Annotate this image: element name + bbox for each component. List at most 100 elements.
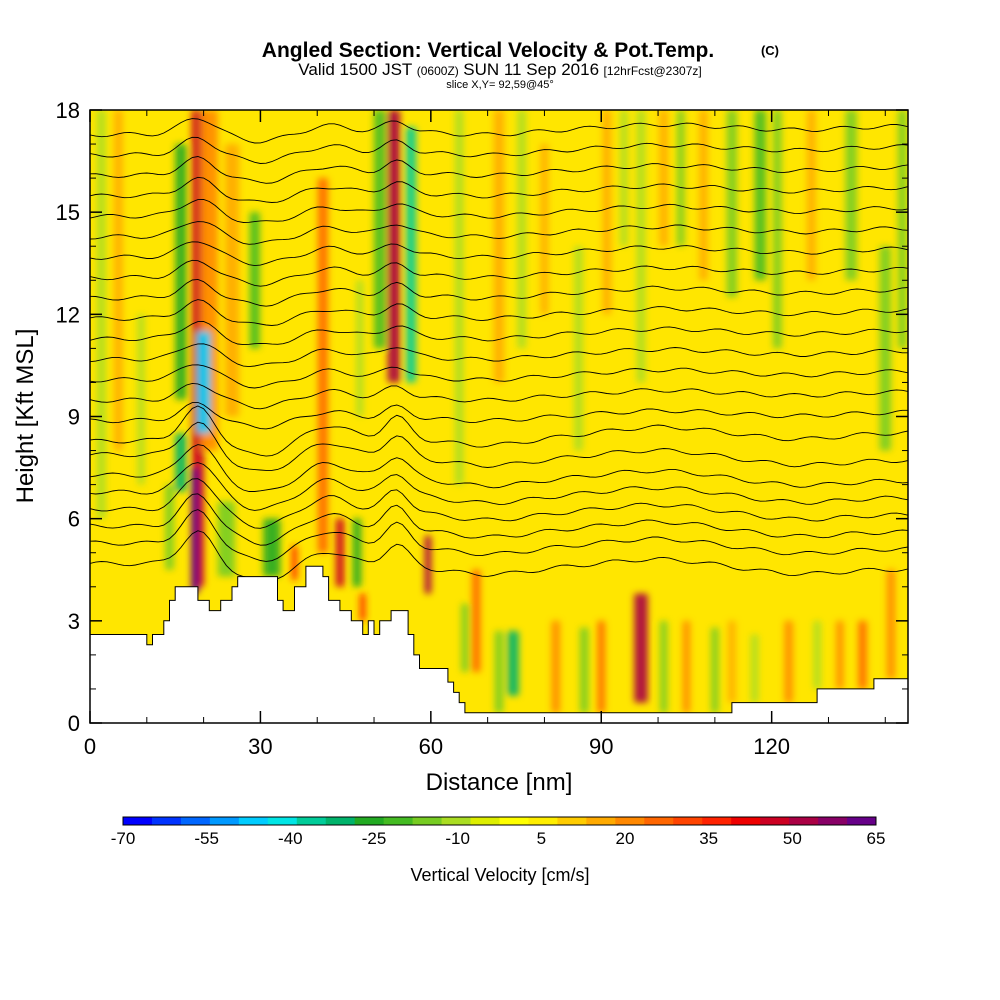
velocity-cell: [660, 620, 668, 713]
velocity-cell: [845, 110, 857, 281]
colorbar-swatch: [296, 817, 327, 825]
colorbar-swatch: [123, 817, 153, 825]
velocity-cell: [356, 280, 364, 417]
colorbar-swatch: [586, 817, 616, 825]
colorbar-swatch: [673, 817, 703, 825]
axis-ticks: 0 30 60 90 120 0 3 6 9 12 15 18: [56, 98, 908, 759]
velocity-cell: [291, 545, 298, 580]
velocity-cell: [634, 593, 648, 703]
isentrope-line: [90, 278, 908, 307]
velocity-cell: [224, 144, 240, 417]
colorbar: -70 -55 -40 -25 -10 5 20 35 50 65: [111, 816, 886, 848]
isentrope-line: [90, 401, 908, 430]
velocity-cell: [359, 593, 366, 621]
colorbar-swatch: [499, 817, 529, 825]
velocity-cell: [517, 110, 526, 349]
velocity-cell: [711, 627, 719, 713]
y-tick-label: 0: [68, 711, 80, 736]
velocity-cell: [659, 110, 668, 247]
colorbar-tick-label: 20: [616, 829, 635, 848]
isentrope-line: [90, 176, 908, 203]
colorbar-swatch: [557, 817, 587, 825]
velocity-cell: [754, 110, 766, 281]
slice-label: slice X,Y= 92,59@45°: [446, 79, 554, 91]
y-tick-label: 18: [56, 98, 80, 123]
isentrope-line: [90, 405, 908, 457]
isentrope-line: [90, 364, 908, 389]
colorbar-tick-label: -10: [445, 829, 470, 848]
velocity-cell: [335, 518, 345, 587]
velocity-cell: [699, 110, 708, 281]
velocity-cell: [507, 631, 519, 696]
velocity-cell: [784, 620, 793, 703]
colorbar-tick-label: -25: [362, 829, 387, 848]
velocity-cell: [317, 178, 329, 553]
velocity-cell: [574, 246, 583, 451]
velocity-cell: [249, 212, 260, 349]
isentrope-line: [90, 259, 908, 287]
velocity-cell: [352, 518, 362, 587]
colorbar-swatch: [702, 817, 732, 825]
y-tick-label: 12: [56, 302, 80, 327]
isentrope-line: [90, 241, 908, 267]
velocity-cell: [597, 620, 605, 713]
isentrope-line: [90, 198, 908, 223]
subtitle-date: SUN 11 Sep 2016: [463, 60, 599, 79]
velocity-cell: [728, 620, 736, 703]
colorbar-swatch: [325, 817, 356, 825]
velocity-cell: [813, 620, 821, 689]
isentrope-line: [90, 478, 908, 529]
velocity-cell: [540, 144, 549, 315]
y-tick-label: 3: [68, 609, 80, 634]
chart-title: Angled Section: Vertical Velocity & Pot.…: [262, 39, 714, 62]
x-tick-label: 0: [84, 734, 96, 759]
velocity-cell: [773, 110, 782, 349]
chart-subtitle: Valid 1500 JST (0600Z) SUN 11 Sep 2016 […: [298, 60, 701, 79]
colorbar-swatch: [209, 817, 240, 825]
colorbar-swatch: [470, 817, 500, 825]
colorbar-tick-label: -70: [111, 829, 136, 848]
isentrope-line: [90, 444, 908, 492]
x-tick-label: 30: [248, 734, 272, 759]
isentropes: [90, 118, 908, 581]
colorbar-tick-label: 65: [867, 829, 886, 848]
isentrope-line: [90, 299, 908, 326]
velocity-cell: [858, 620, 867, 689]
isentrope-line: [90, 221, 908, 245]
isentrope-line: [90, 343, 908, 368]
y-tick-label: 15: [56, 200, 80, 225]
isentrope-line: [90, 382, 908, 410]
velocity-cell: [405, 127, 417, 383]
colorbar-swatch: [238, 817, 269, 825]
velocity-cell: [602, 110, 612, 315]
velocity-cell: [165, 484, 174, 570]
plot-area: [90, 110, 908, 723]
x-tick-label: 120: [753, 734, 790, 759]
velocity-cell: [114, 110, 123, 451]
velocity-cell: [217, 501, 235, 577]
velocity-cell: [836, 620, 844, 689]
colorbar-swatch: [412, 817, 443, 825]
colorbar-tick-label: 35: [699, 829, 718, 848]
colorbar-swatch: [383, 817, 414, 825]
colorbar-tick-label: 50: [783, 829, 802, 848]
colorbar-swatch: [528, 817, 558, 825]
velocity-cell: [263, 518, 281, 577]
colorbar-swatch: [731, 817, 761, 825]
colorbar-swatch: [180, 817, 211, 825]
colorbar-swatch: [267, 817, 298, 825]
isentrope-line: [90, 156, 908, 184]
x-axis-label: Distance [nm]: [426, 769, 573, 796]
colorbar-swatch: [615, 817, 645, 825]
colorbar-tick-label: -40: [278, 829, 303, 848]
velocity-cell: [579, 627, 589, 713]
velocity-cell: [886, 569, 896, 679]
velocity-cell: [677, 110, 685, 247]
colorbar-frame: [122, 816, 877, 826]
colorbar-swatch: [818, 817, 848, 825]
y-tick-label: 9: [68, 405, 80, 430]
colorbar-swatch: [847, 817, 877, 825]
y-tick-label: 6: [68, 507, 80, 532]
subtitle-utc: (0600Z): [417, 64, 459, 78]
